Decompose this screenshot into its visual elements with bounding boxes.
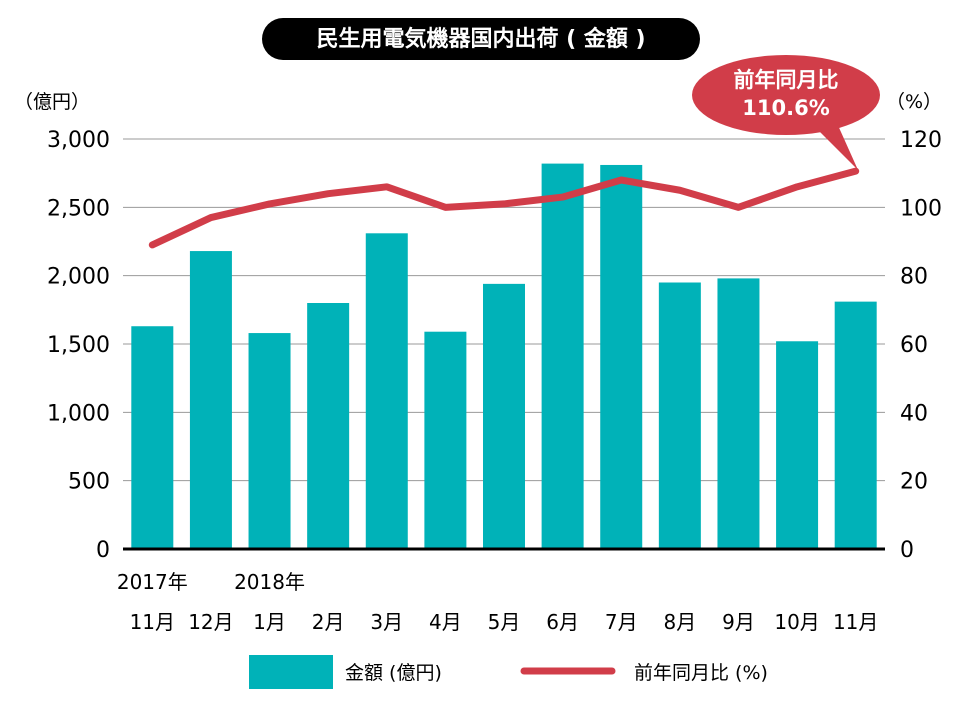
right-tick-label: 40 bbox=[900, 401, 928, 426]
callout: 前年同月比 110.6% bbox=[692, 55, 880, 170]
category-label: 6月 bbox=[546, 610, 579, 634]
bar bbox=[131, 326, 174, 549]
category-label: 4月 bbox=[429, 610, 462, 634]
category-label: 8月 bbox=[663, 610, 696, 634]
legend-line-label: 前年同月比 (%) bbox=[634, 662, 768, 684]
bar bbox=[483, 283, 525, 549]
bar bbox=[658, 282, 701, 549]
left-axis-ticks: 3,000 2,500 2,000 1,500 1,000 500 0 bbox=[47, 128, 110, 563]
callout-line2: 110.6% bbox=[742, 96, 829, 120]
left-tick-label: 1,500 bbox=[47, 333, 110, 358]
category-label: 1月 bbox=[253, 610, 286, 634]
category-label: 9月 bbox=[722, 610, 755, 634]
right-tick-label: 60 bbox=[900, 333, 928, 358]
bar bbox=[600, 164, 643, 549]
legend-bar-swatch bbox=[249, 655, 333, 689]
right-tick-label: 80 bbox=[900, 265, 928, 290]
right-tick-label: 0 bbox=[900, 538, 914, 563]
left-tick-label: 2,500 bbox=[47, 196, 110, 221]
bar bbox=[776, 341, 819, 549]
left-axis-unit: （億円） bbox=[14, 91, 90, 113]
bar-series bbox=[131, 163, 877, 550]
category-label: 3月 bbox=[370, 610, 403, 634]
category-label: 5月 bbox=[488, 610, 521, 634]
bar bbox=[365, 233, 408, 550]
legend-bar-label: 金額 (億円) bbox=[345, 662, 442, 684]
bar bbox=[834, 301, 877, 549]
title-pill bbox=[262, 18, 700, 60]
bar bbox=[307, 303, 350, 549]
right-axis-unit: （%） bbox=[886, 91, 942, 113]
left-tick-label: 2,000 bbox=[47, 265, 110, 290]
callout-bubble bbox=[692, 55, 880, 135]
right-axis-ticks: 120 100 80 60 40 20 0 bbox=[900, 128, 942, 563]
right-tick-label: 120 bbox=[900, 128, 942, 153]
category-label: 10月 bbox=[774, 610, 819, 634]
year-labels: 2017年 2018年 bbox=[117, 570, 305, 594]
bar bbox=[424, 331, 467, 549]
category-label: 2月 bbox=[312, 610, 345, 634]
bar bbox=[189, 251, 232, 550]
year-label: 2018年 bbox=[234, 570, 305, 594]
left-tick-label: 1,000 bbox=[47, 401, 110, 426]
line-series bbox=[148, 167, 860, 249]
right-tick-label: 20 bbox=[900, 470, 928, 495]
bar bbox=[717, 278, 760, 549]
category-labels: 11月 12月 1月 2月 3月 4月 5月 6月 7月 8月 9月 10月 11月 bbox=[130, 610, 879, 634]
callout-line1: 前年同月比 bbox=[734, 68, 839, 92]
bar bbox=[248, 333, 291, 549]
category-label: 11月 bbox=[130, 610, 175, 634]
category-label: 11月 bbox=[833, 610, 878, 634]
left-tick-label: 3,000 bbox=[47, 128, 110, 153]
legend: 金額 (億円) 前年同月比 (%) bbox=[249, 655, 768, 689]
left-tick-label: 500 bbox=[68, 470, 110, 495]
yoy-line bbox=[148, 167, 860, 249]
bar bbox=[541, 163, 584, 549]
left-tick-label: 0 bbox=[96, 538, 110, 563]
year-label: 2017年 bbox=[117, 570, 188, 594]
chart-title: 民生用電気機器国内出荷 ( 金額 ) bbox=[316, 26, 645, 52]
category-label: 12月 bbox=[188, 610, 233, 634]
category-label: 7月 bbox=[605, 610, 638, 634]
right-tick-label: 100 bbox=[900, 196, 942, 221]
